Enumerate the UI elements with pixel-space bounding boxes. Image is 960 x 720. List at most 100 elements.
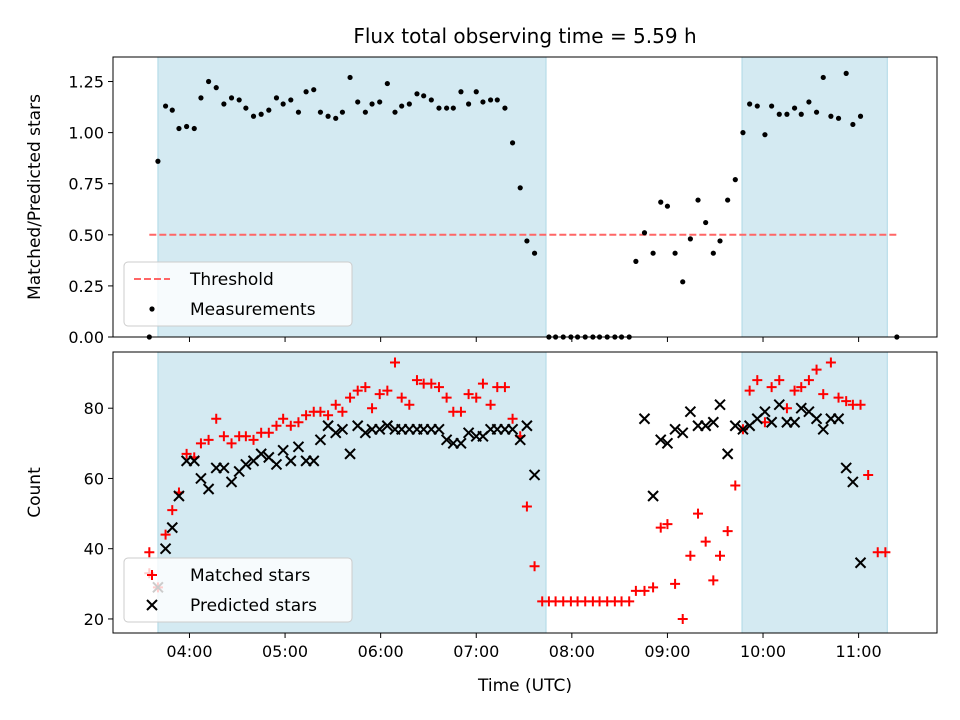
predicted-star-point [737,423,749,435]
measurement-point [250,113,257,119]
matched-star-point [715,550,726,561]
matched-star-point [693,508,704,519]
predicted-star-point [330,427,342,439]
x-tick-label: 10:00 [740,642,786,661]
matched-star-point [240,431,251,442]
y-tick-label: 0.50 [68,226,104,245]
measurement-point [325,113,331,119]
measurement-point [835,115,842,121]
predicted-star-point [638,413,651,425]
measurement-point [406,101,412,107]
matched-star-point [655,522,666,533]
measurement-point [243,105,249,111]
predicted-star-point [218,462,230,474]
measurement-point [458,89,464,95]
predicted-star-point [255,448,267,460]
y-tick-label: 0.00 [68,328,104,347]
predicted-star-point [159,542,172,555]
legend-matched-swatch [147,570,157,580]
predicted-star-point [336,423,349,435]
measurement-point [650,250,656,256]
predicted-star-point [240,458,252,471]
measurement-point [347,74,353,81]
measurement-point [184,123,190,130]
predicted-star-point [699,420,712,432]
panel-top: 0.00 0.25 0.50 0.75 1.00 1.25 Matched/Predicte… [25,56,938,347]
measurement-point [754,103,760,109]
predicted-star-point [788,416,801,428]
predicted-star-point [173,490,185,502]
matched-star-point [507,413,518,424]
measurement-point [732,177,738,183]
panel-bottom: 04:00 05:00 06:00 07:00 08:00 09:00 10:00 11:00… [25,351,938,661]
y-tick-label: 0.25 [68,277,104,296]
matched-star-point [825,357,836,368]
measurement-point [213,85,219,91]
predicted-star-point [225,476,238,488]
matched-star-point [499,382,510,393]
measurement-point [369,101,375,107]
measurement-point [798,111,804,117]
matched-star-point [360,382,371,393]
matched-star-point [144,547,155,558]
measurement-point [843,70,849,76]
matched-star-point [337,406,348,417]
measurement-point [747,101,753,107]
matched-star-point [685,550,696,561]
measurement-point [266,107,272,113]
measurement-point [509,140,516,146]
y-tick-label: 1.25 [68,73,104,92]
measurement-point [703,219,709,226]
matched-star-point [426,378,437,389]
matched-star-point [708,575,719,586]
measurement-point [740,130,746,136]
shaded-interval-1 [741,57,888,337]
legend-predicted-swatch [146,599,158,611]
matched-star-point [301,410,312,421]
predicted-star-point [462,427,475,439]
measurement-point [436,105,442,111]
measurement-point [191,125,197,132]
predicted-star-point [714,398,726,411]
matched-star-point [315,406,326,417]
matched-star-point [411,375,422,386]
matched-star-point [441,392,452,403]
measurement-point [399,103,405,109]
matched-star-point [181,448,192,459]
matched-star-point [521,501,532,512]
chart-title: Flux total observing time = 5.59 h [353,24,696,48]
predicted-star-point [373,423,386,435]
x-tick-label: 07:00 [453,642,499,661]
measurement-point [857,113,864,119]
predicted-star-point [188,455,200,467]
measurement-point [695,197,701,203]
measurement-point [480,99,486,105]
matched-star-point [624,596,635,607]
matched-star-point [404,399,415,410]
matched-star-point [463,389,474,400]
y-axis-label: Count [25,467,45,518]
x-tick-label: 08:00 [549,642,595,661]
matched-star-point [722,526,733,537]
measurement-point [776,111,782,117]
y-tick-label: 0.75 [68,175,104,194]
predicted-star-point [514,434,526,446]
measurement-point [517,185,523,191]
matched-star-point [352,385,363,396]
matched-star-point [662,519,673,530]
matched-star-point [855,399,866,410]
matched-star-point [263,427,274,438]
predicted-star-point [795,402,807,414]
matched-star-point [880,547,891,558]
measurement-point [288,97,294,103]
matched-star-point [818,389,829,400]
predicted-star-point [195,472,207,485]
predicted-star-point [661,437,674,450]
measurement-point [784,111,790,117]
measurement-point [717,238,723,244]
measurement-point [658,199,664,205]
measurement-point [725,197,731,203]
measurement-point [280,101,286,107]
matched-star-point [285,420,296,431]
measurement-point [355,99,361,105]
